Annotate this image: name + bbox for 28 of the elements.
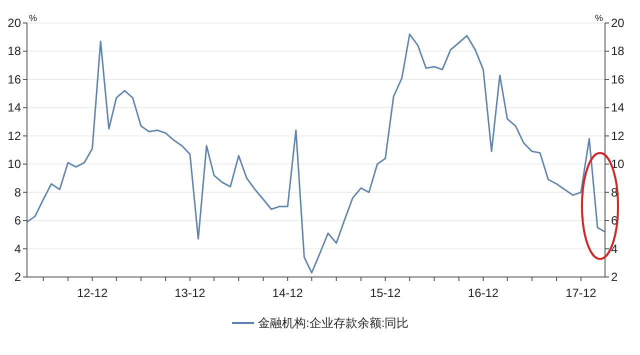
y-axis-title: % bbox=[29, 13, 38, 23]
x-tick-label: 13-12 bbox=[174, 286, 206, 300]
x-tick-label: 16-12 bbox=[468, 286, 499, 300]
y2-tick-label: 12 bbox=[611, 128, 625, 143]
line-series bbox=[26, 34, 606, 274]
x-tick-label: 15-12 bbox=[370, 286, 401, 300]
y2-tick-label: 18 bbox=[611, 44, 625, 58]
y-tick-label: 8 bbox=[14, 185, 22, 200]
y-tick-label: 10 bbox=[8, 157, 22, 172]
y2-axis-title: % bbox=[594, 13, 603, 23]
y2-tick-label: 4 bbox=[611, 242, 618, 256]
y-tick-label: 12 bbox=[8, 128, 22, 143]
y-tick-label: 16 bbox=[8, 72, 22, 86]
y-tick-label: 14 bbox=[8, 100, 22, 115]
x-tick-label: 12-12 bbox=[76, 286, 108, 300]
x-tick-label: 14-12 bbox=[272, 286, 304, 300]
y2-tick-label: 20 bbox=[611, 16, 625, 30]
y-tick-label: 4 bbox=[14, 242, 22, 256]
x-tick-label: 17-12 bbox=[566, 286, 597, 300]
y2-tick-label: 14 bbox=[611, 100, 625, 115]
y-tick-label: 18 bbox=[8, 44, 22, 58]
legend-label: 金融机构:企业存款余额:同比 bbox=[258, 316, 409, 330]
y2-tick-label: 16 bbox=[611, 72, 625, 86]
y-tick-label: 2 bbox=[14, 270, 22, 284]
y2-tick-label: 10 bbox=[611, 157, 625, 172]
y-tick-label: 20 bbox=[8, 16, 22, 30]
y-tick-label: 6 bbox=[14, 214, 22, 228]
y2-tick-label: 2 bbox=[611, 270, 618, 284]
